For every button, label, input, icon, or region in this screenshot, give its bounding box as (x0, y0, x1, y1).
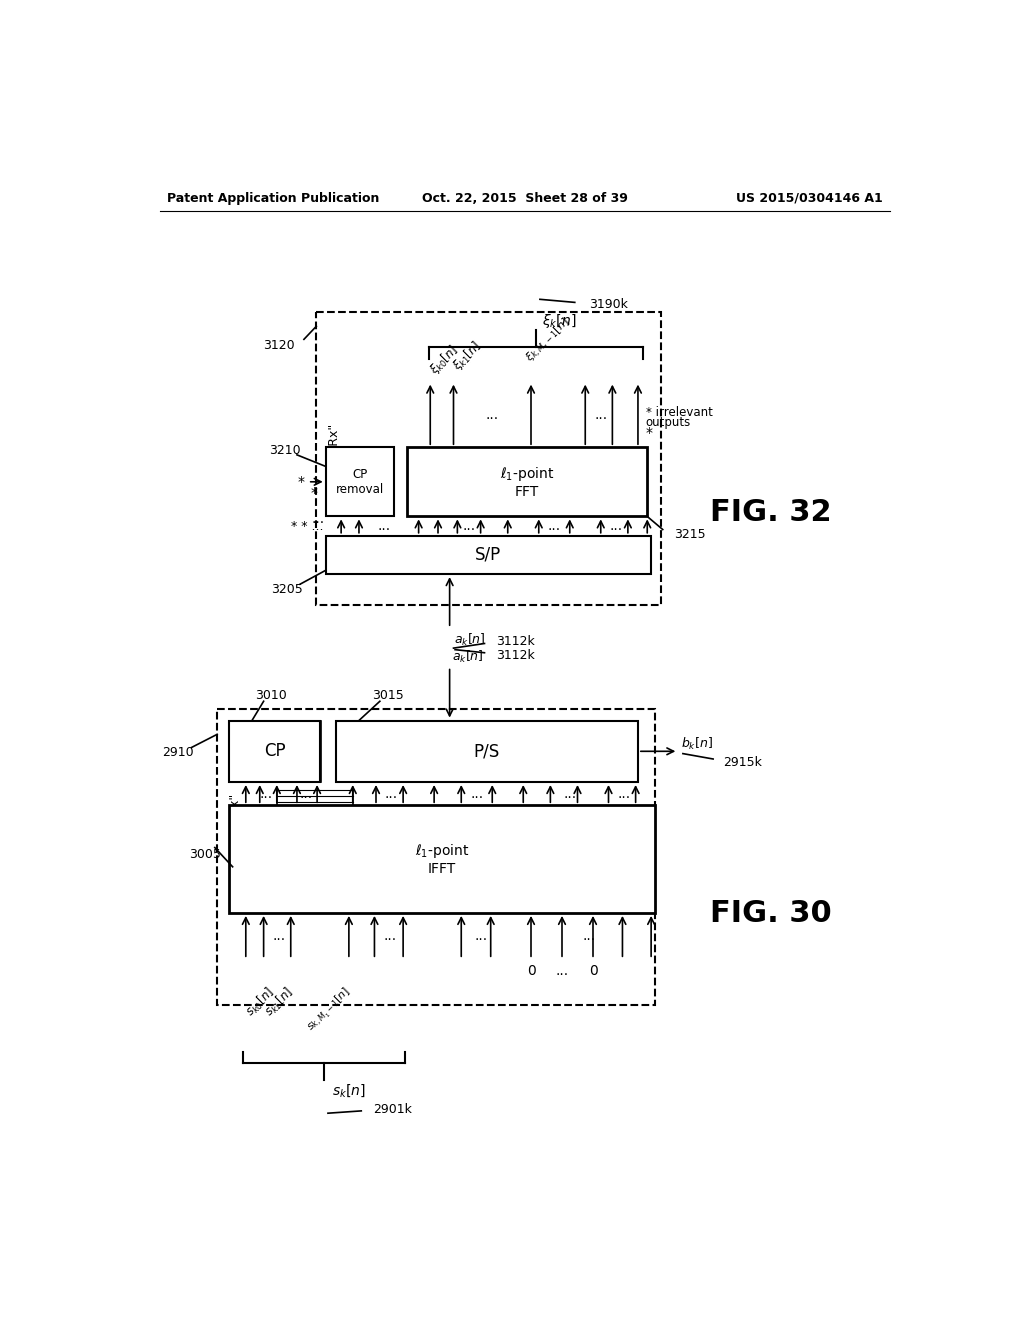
Text: * * ...: * * ... (291, 520, 324, 533)
Text: ...: ... (548, 520, 561, 533)
Text: *: * (298, 475, 305, 488)
Text: 2901k: 2901k (373, 1102, 412, 1115)
Text: "OFDM Rx": "OFDM Rx" (328, 424, 341, 494)
Text: FIG. 32: FIG. 32 (711, 498, 833, 527)
Text: ...: ... (485, 408, 499, 422)
Text: $\xi_{k0}[n]$: $\xi_{k0}[n]$ (426, 342, 462, 378)
Text: 3120: 3120 (263, 339, 295, 352)
Text: 3112k: 3112k (496, 635, 535, 648)
Text: ...: ... (300, 787, 312, 801)
Text: $s_k[n]$: $s_k[n]$ (332, 1082, 366, 1100)
Text: 3112k: 3112k (496, 648, 535, 661)
Text: *: * (310, 486, 317, 500)
Text: ...: ... (474, 929, 487, 942)
Text: $\xi_k[n]$: $\xi_k[n]$ (543, 312, 577, 330)
FancyBboxPatch shape (326, 447, 394, 516)
Text: 0: 0 (589, 964, 597, 978)
Text: $s_{k1}[n]$: $s_{k1}[n]$ (261, 985, 297, 1020)
FancyBboxPatch shape (228, 721, 321, 781)
Text: 3015: 3015 (372, 689, 403, 702)
FancyBboxPatch shape (228, 805, 655, 913)
Text: CP
removal: CP removal (336, 467, 384, 496)
Text: Oct. 22, 2015  Sheet 28 of 39: Oct. 22, 2015 Sheet 28 of 39 (422, 191, 628, 205)
Text: 3215: 3215 (675, 528, 706, 541)
Text: ...: ... (463, 520, 475, 533)
Text: ...: ... (583, 929, 596, 942)
FancyBboxPatch shape (316, 313, 662, 605)
Text: $\xi_{k1}[n]$: $\xi_{k1}[n]$ (449, 338, 485, 374)
Text: 3005: 3005 (189, 847, 221, 861)
Text: "OFDM Tx": "OFDM Tx" (228, 795, 242, 862)
Text: ...: ... (617, 787, 631, 801)
Text: S/P: S/P (475, 546, 502, 564)
Text: 3210: 3210 (268, 445, 300, 458)
Text: 3190k: 3190k (589, 298, 628, 312)
Text: ...: ... (377, 520, 390, 533)
Text: $b_k[n]$: $b_k[n]$ (681, 735, 714, 751)
FancyBboxPatch shape (326, 536, 651, 574)
Text: ...: ... (555, 964, 568, 978)
Text: 2915k: 2915k (723, 756, 762, 770)
FancyBboxPatch shape (407, 447, 647, 516)
Text: 0: 0 (526, 964, 536, 978)
Text: outputs: outputs (646, 416, 691, 429)
Text: $a_k[n]$: $a_k[n]$ (454, 631, 485, 648)
Text: Patent Application Publication: Patent Application Publication (167, 191, 379, 205)
Text: US 2015/0304146 A1: US 2015/0304146 A1 (736, 191, 883, 205)
Text: P/S: P/S (474, 742, 500, 760)
Text: * irrelevant: * irrelevant (646, 407, 713, 418)
Text: ...: ... (385, 787, 398, 801)
Text: $\ell_1$-point
FFT: $\ell_1$-point FFT (500, 465, 554, 499)
Text: FIG. 30: FIG. 30 (711, 899, 833, 928)
Text: $s_{k,M_1-1}[n]$: $s_{k,M_1-1}[n]$ (305, 985, 355, 1035)
Text: CP: CP (263, 742, 286, 760)
Text: $\xi_{k,M_1-1}[n]$: $\xi_{k,M_1-1}[n]$ (523, 315, 574, 367)
Text: ...: ... (272, 929, 286, 942)
Text: ...: ... (470, 787, 483, 801)
Text: *: * (646, 426, 652, 441)
Text: $\ell_1$-point
IFFT: $\ell_1$-point IFFT (415, 842, 469, 876)
Text: ...: ... (383, 929, 396, 942)
Text: ...: ... (259, 787, 272, 801)
Text: ...: ... (563, 787, 577, 801)
Text: ...: ... (311, 512, 325, 525)
Text: 3010: 3010 (256, 689, 288, 702)
Text: 3205: 3205 (271, 583, 303, 597)
FancyBboxPatch shape (217, 709, 655, 1006)
Text: ...: ... (609, 520, 623, 533)
Text: $s_{k0}[n]$: $s_{k0}[n]$ (243, 985, 279, 1020)
Text: $a_k[n]$: $a_k[n]$ (452, 649, 483, 665)
Text: 2910: 2910 (163, 746, 195, 759)
FancyBboxPatch shape (336, 721, 638, 781)
Text: ...: ... (594, 408, 607, 422)
